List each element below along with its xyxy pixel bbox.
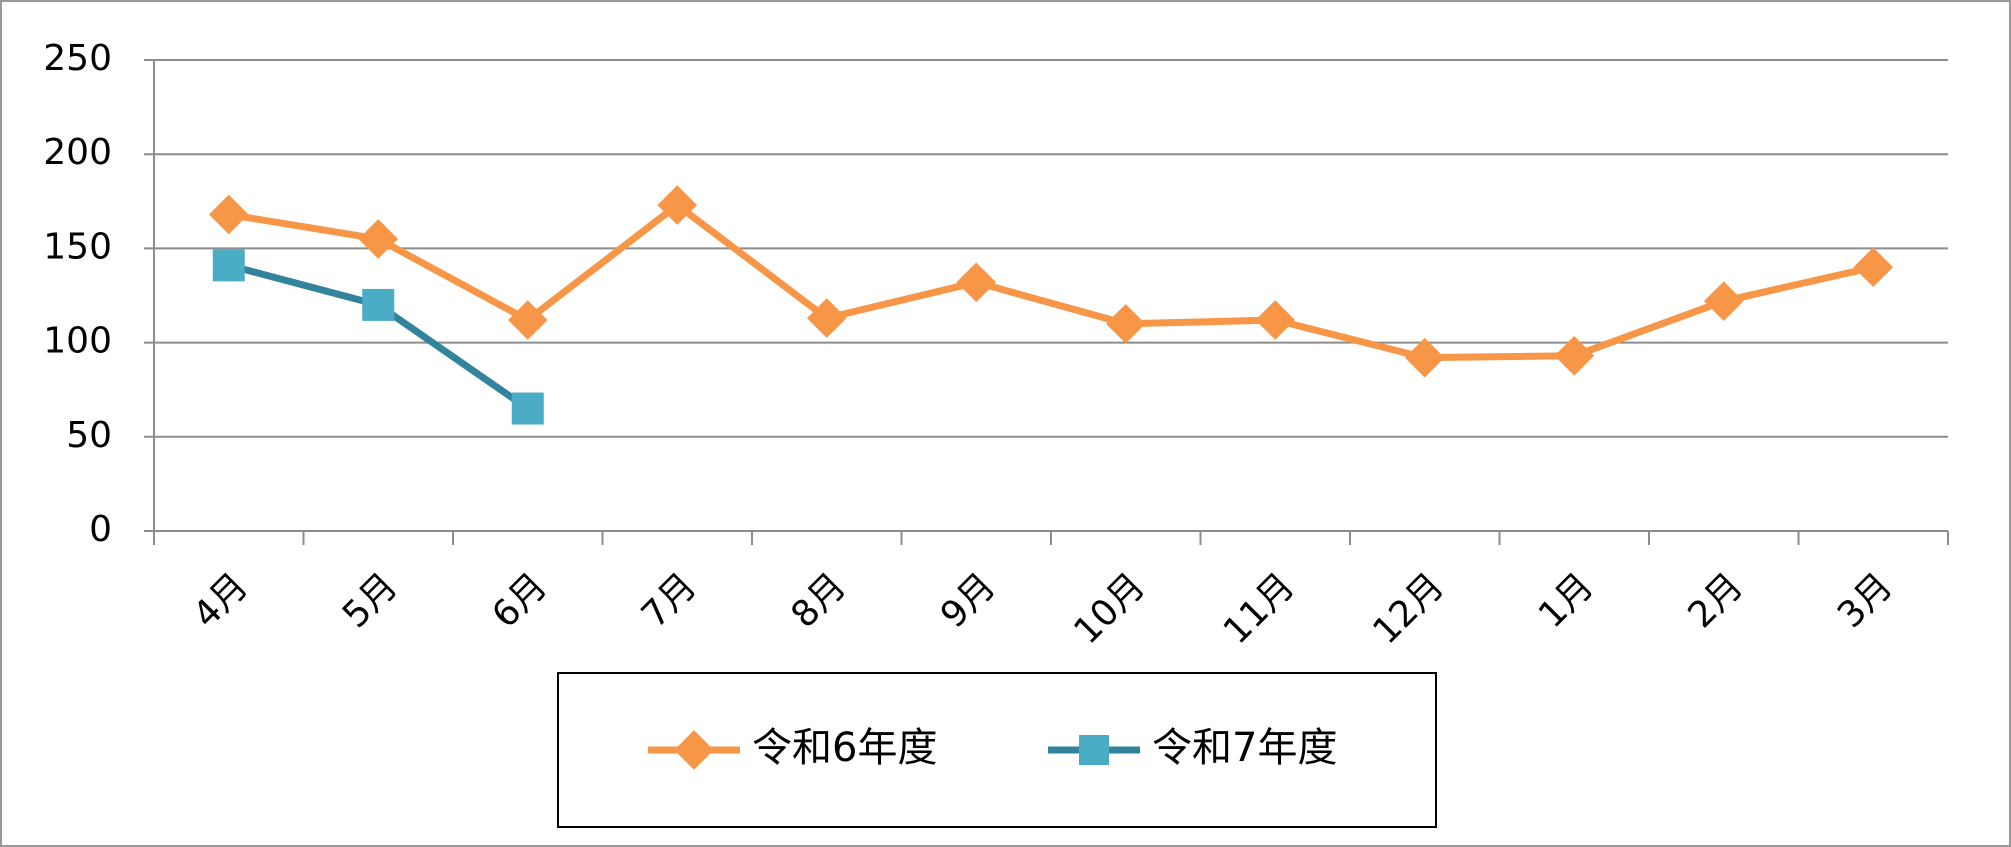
legend-label: 令和6年度	[752, 725, 937, 771]
y-tick-label: 50	[66, 415, 112, 456]
marker	[657, 185, 698, 225]
y-tick-label: 250	[43, 38, 112, 79]
marker	[208, 194, 249, 235]
legend-marker	[1079, 735, 1109, 765]
marker	[358, 219, 399, 259]
y-tick-label: 0	[89, 509, 112, 550]
legend-label: 令和7年度	[1152, 725, 1337, 771]
legend-marker	[674, 730, 714, 770]
legend: 令和6年度 令和7年度	[557, 672, 1437, 828]
series-line	[228, 201, 1875, 362]
marker	[956, 262, 997, 303]
marker	[511, 392, 544, 425]
y-tick-label: 150	[43, 226, 112, 267]
marker	[507, 300, 548, 340]
y-tick-label: 200	[43, 132, 112, 173]
marker	[806, 298, 847, 338]
marker	[362, 288, 395, 321]
marker	[212, 249, 245, 282]
y-tick-label: 100	[43, 321, 112, 362]
